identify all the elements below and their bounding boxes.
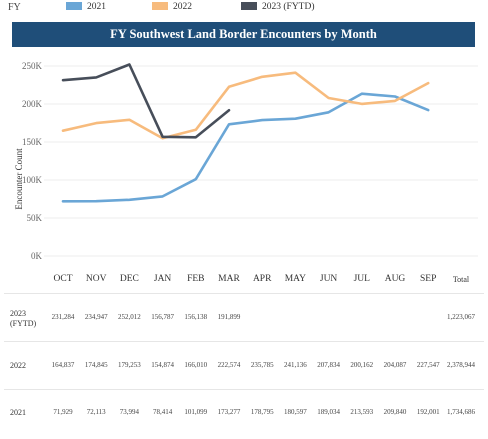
table-cell: 173,277 <box>217 408 241 416</box>
table-cell: 213,593 <box>350 408 374 416</box>
y-tick-label: 100K <box>22 175 43 185</box>
series-line-2023-fytd-[interactable] <box>61 63 231 139</box>
table-cell: 252,012 <box>118 313 141 321</box>
legend-swatch-2022 <box>152 1 168 10</box>
row-total: 1,223,067 <box>447 313 475 321</box>
y-axis-label: Encounter Count <box>14 148 24 210</box>
legend: FY 2021 2022 2023 (FYTD) <box>0 0 488 18</box>
month-header-may: MAY <box>284 274 307 284</box>
legend-item-2022[interactable]: 2022 <box>152 1 192 12</box>
legend-label-2021: 2021 <box>87 2 106 12</box>
month-header-feb: FEB <box>187 274 205 284</box>
month-header-mar: MAR <box>218 274 240 284</box>
legend-swatch-2023 <box>241 1 257 10</box>
table-cell: 207,834 <box>317 361 340 369</box>
month-header-jun: JUN <box>319 274 338 284</box>
row-divider <box>4 293 484 294</box>
legend-item-2021[interactable]: 2021 <box>66 1 106 12</box>
series-line-2021[interactable] <box>61 92 430 203</box>
data-table: OCT NOV DEC JAN FEB MAR APR MAY JUN JUL AUG SEP Tot… <box>0 265 488 439</box>
row-label-2021: 2021 <box>10 408 26 417</box>
table-cell: 101,099 <box>184 408 208 416</box>
table-cell: 166,010 <box>184 361 208 369</box>
series-lines <box>61 63 430 203</box>
row-total: 2,378,944 <box>447 361 475 369</box>
table-cell: 180,597 <box>284 408 307 416</box>
table-cell: 164,837 <box>51 361 75 369</box>
month-header-jan: JAN <box>153 274 172 284</box>
month-header-dec: DEC <box>119 274 139 284</box>
table-cell: 154,874 <box>151 361 174 369</box>
table-cell: 179,253 <box>118 361 141 369</box>
month-header-nov: NOV <box>85 274 107 284</box>
row-total: 1,734,686 <box>447 408 475 416</box>
legend-item-2023[interactable]: 2023 (FYTD) <box>241 1 315 12</box>
series-line-2022[interactable] <box>61 71 430 140</box>
y-axis-ticks: 0K 50K 100K 150K 200K 250K <box>22 61 43 261</box>
table-cell: 73,994 <box>119 408 140 416</box>
month-header-jul: JUL <box>353 274 370 284</box>
row-divider <box>4 389 484 390</box>
legend-label-2023: 2023 (FYTD) <box>262 2 315 12</box>
table-cell: 204,087 <box>383 361 407 369</box>
table-cell: 189,034 <box>317 408 340 416</box>
month-header-sep: SEP <box>420 274 437 284</box>
row-label-2022: 2022 <box>10 361 26 370</box>
grid-lines <box>44 65 478 257</box>
table-cell: 156,787 <box>151 313 174 321</box>
table-cell: 174,845 <box>84 361 108 369</box>
y-tick-label: 50K <box>27 213 43 223</box>
legend-title: FY <box>8 2 21 13</box>
table-cell: 192,001 <box>416 408 440 416</box>
y-tick-label: 200K <box>22 99 43 109</box>
row-label-2023-fytd-: 2023 (FYTD) <box>10 309 37 328</box>
table-cell: 71,929 <box>53 408 73 416</box>
table-cell: 235,785 <box>250 361 274 369</box>
y-tick-label: 0K <box>31 251 43 261</box>
table-cell: 227,547 <box>416 361 440 369</box>
y-tick-label: 250K <box>22 61 43 71</box>
legend-label-2022: 2022 <box>173 2 192 12</box>
month-header-apr: APR <box>252 274 272 284</box>
table-cell: 241,136 <box>284 361 307 369</box>
table-cell: 222,574 <box>217 361 241 369</box>
table-cell: 191,899 <box>217 313 241 321</box>
table-cell: 200,162 <box>350 361 374 369</box>
table-cell: 178,795 <box>250 408 274 416</box>
table-cell: 231,284 <box>51 313 75 321</box>
total-header: Total <box>452 275 470 284</box>
y-tick-label: 150K <box>22 137 43 147</box>
table-cell: 234,947 <box>84 313 108 321</box>
table-cell: 156,138 <box>184 313 208 321</box>
chart-title: FY Southwest Land Border Encounters by M… <box>12 22 475 47</box>
row-divider <box>4 341 484 342</box>
month-header-aug: AUG <box>384 274 406 284</box>
legend-swatch-2021 <box>66 1 82 10</box>
month-header-oct: OCT <box>53 274 73 284</box>
table-cell: 72,113 <box>86 408 106 416</box>
table-cell: 209,840 <box>383 408 407 416</box>
line-chart: 0K 50K 100K 150K 200K 250K Encounter Count <box>14 61 478 261</box>
table-cell: 78,414 <box>152 408 173 416</box>
